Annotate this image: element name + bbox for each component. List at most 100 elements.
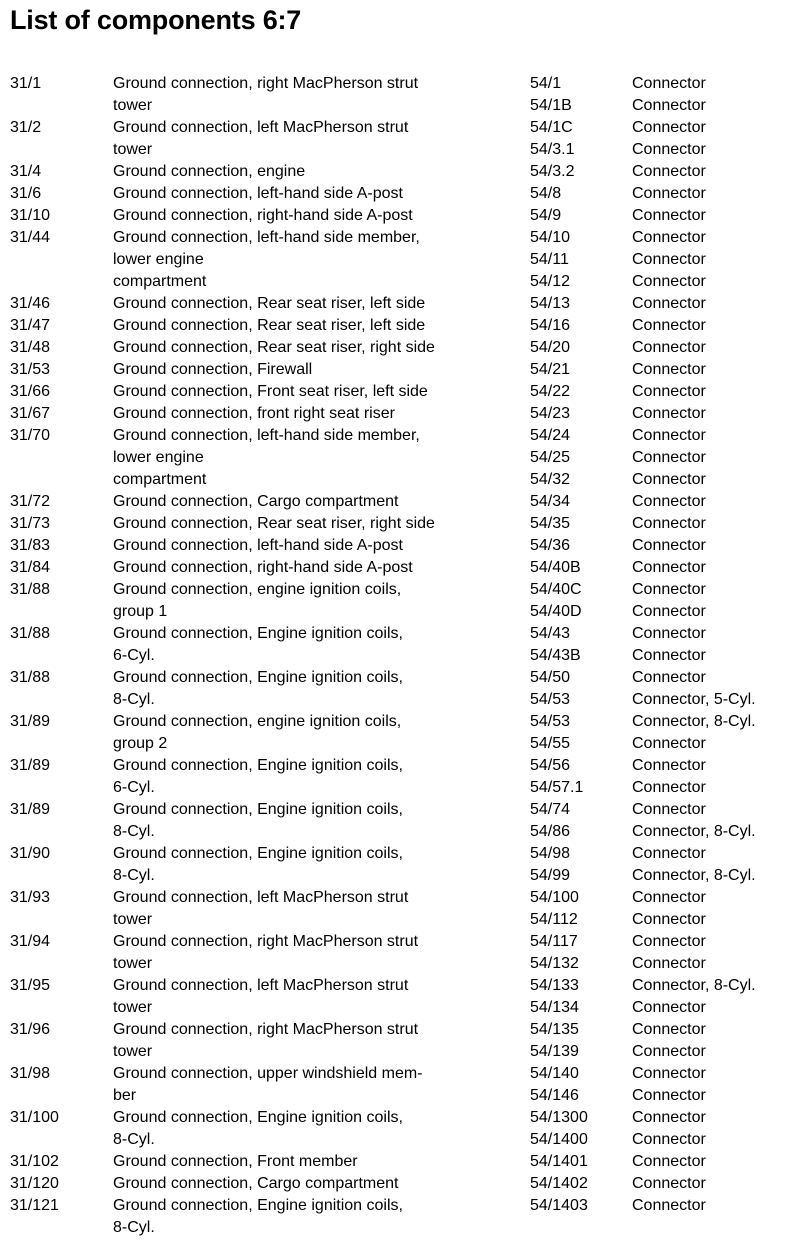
description-line: tower [113,999,153,1016]
list-item: 54/99 Connector, 8-Cyl. [530,865,800,887]
description-line: compartment [113,273,207,290]
component-code: 54/25 [530,449,571,466]
component-description: Ground connection, Cargo compartment [113,491,398,513]
component-description: Connector [632,1043,706,1060]
component-description: Connector [632,515,706,532]
list-item: 31/84 Ground connection, right-hand side … [10,557,510,579]
list-item: 54/1403 Connector [530,1195,800,1217]
description-line: 8-Cyl. [113,691,155,708]
description-line: Ground connection, front right seat rise… [113,405,395,422]
list-item: 31/120 Ground connection, Cargo compartme… [10,1173,510,1195]
description-line: Ground connection, Engine ignition coils… [113,757,403,774]
list-item: 54/11 Connector [530,249,800,271]
description-line: Ground connection, right MacPherson stru… [113,1021,419,1038]
list-item: 54/86 Connector, 8-Cyl. [530,821,800,843]
list-item: 31/10 Ground connection, right-hand side … [10,205,510,227]
component-description: Connector [632,471,706,488]
component-code: 54/34 [530,493,571,510]
component-description: Ground connection, left-hand side member… [113,425,420,491]
description-line: Ground connection, Rear seat riser, righ… [113,515,435,532]
component-code: 31/83 [10,537,51,554]
component-description: Connector [632,625,706,642]
list-item: 54/3.2 Connector [530,161,800,183]
component-description: Connector [632,1197,706,1214]
description-line: Ground connection, engine ignition coils… [113,713,402,730]
description-line: tower [113,97,153,114]
list-item: 31/46 Ground connection, Rear seat riser,… [10,293,510,315]
component-code: 31/98 [10,1065,51,1082]
list-item: 54/1C Connector [530,117,800,139]
component-description: Connector [632,735,706,752]
description-line: Ground connection, Rear seat riser, left… [113,317,426,334]
description-line: Ground connection, Front seat riser, lef… [113,383,428,400]
component-description: Ground connection, Engine ignition coils… [113,1195,403,1239]
list-item: 31/98 Ground connection, upper windshield… [10,1063,510,1107]
component-description: Connector [632,229,706,246]
list-item: 54/112 Connector [530,909,800,931]
component-code: 31/70 [10,427,51,444]
description-line: 6-Cyl. [113,779,155,796]
component-description: Connector [632,119,706,136]
list-item: 54/146 Connector [530,1085,800,1107]
component-description: Connector [632,449,706,466]
description-line: tower [113,141,153,158]
component-code: 54/40D [530,603,582,620]
component-description: Ground connection, left MacPherson strut… [113,887,408,931]
component-description: Connector [632,207,706,224]
component-code: 54/21 [530,361,571,378]
component-description: Ground connection, left-hand side A-post [113,535,403,557]
component-description: Ground connection, engine ignition coils… [113,579,401,623]
list-item: 54/55 Connector [530,733,800,755]
list-item: 54/1B Connector [530,95,800,117]
component-code: 54/3.1 [530,141,575,158]
description-line: Ground connection, Engine ignition coils… [113,845,403,862]
component-code: 31/95 [10,977,51,994]
description-line: Ground connection, right-hand side A-pos… [113,559,413,576]
component-code: 54/117 [530,933,578,950]
list-item: 54/43 Connector [530,623,800,645]
component-description: Ground connection, Engine ignition coils… [113,843,403,887]
description-line: compartment [113,471,207,488]
list-item: 54/1402 Connector [530,1173,800,1195]
list-item: 54/1 Connector [530,73,800,95]
list-item: 54/16 Connector [530,315,800,337]
component-description: Ground connection, right MacPherson stru… [113,931,418,975]
description-line: group 2 [113,735,168,752]
list-item: 54/98 Connector [530,843,800,865]
component-description: Ground connection, left-hand side member… [113,227,420,293]
description-line: 6-Cyl. [113,647,155,664]
component-description: Ground connection, engine [113,161,305,183]
list-item: 54/57.1 Connector [530,777,800,799]
component-description: Ground connection, Engine ignition coils… [113,755,403,799]
description-line: 8-Cyl. [113,1219,155,1236]
list-item: 54/50 Connector [530,667,800,689]
description-line: 8-Cyl. [113,823,155,840]
component-description: Connector, 8-Cyl. [632,713,756,730]
list-item: 31/121 Ground connection, Engine ignition… [10,1195,510,1239]
component-description: Connector [632,999,706,1016]
list-item: 31/6 Ground connection, left-hand side A-… [10,183,510,205]
description-line: Ground connection, Firewall [113,361,313,378]
list-item: 54/32 Connector [530,469,800,491]
component-code: 54/140 [530,1065,579,1082]
list-item: 31/94 Ground connection, right MacPherson… [10,931,510,975]
component-description: Connector [632,1065,706,1082]
component-description: Ground connection, Cargo compartment [113,1173,398,1195]
list-item: 54/132 Connector [530,953,800,975]
component-code: 54/1B [530,97,572,114]
component-code: 54/57.1 [530,779,584,796]
list-item: 54/3.1 Connector [530,139,800,161]
component-description: Connector [632,1153,706,1170]
list-item: 31/1 Ground connection, right MacPherson … [10,73,510,117]
description-line: Ground connection, upper windshield mem- [113,1065,423,1082]
description-line: lower engine [113,251,204,268]
component-description: Connector [632,1109,706,1126]
list-item: 54/134 Connector [530,997,800,1019]
list-item: 54/40D Connector [530,601,800,623]
description-line: Ground connection, Cargo compartment [113,493,399,510]
component-description: Connector [632,559,706,576]
component-code: 54/86 [530,823,571,840]
component-code: 54/36 [530,537,571,554]
component-description: Ground connection, Engine ignition coils… [113,799,403,843]
description-line: Ground connection, Rear seat riser, righ… [113,339,435,356]
